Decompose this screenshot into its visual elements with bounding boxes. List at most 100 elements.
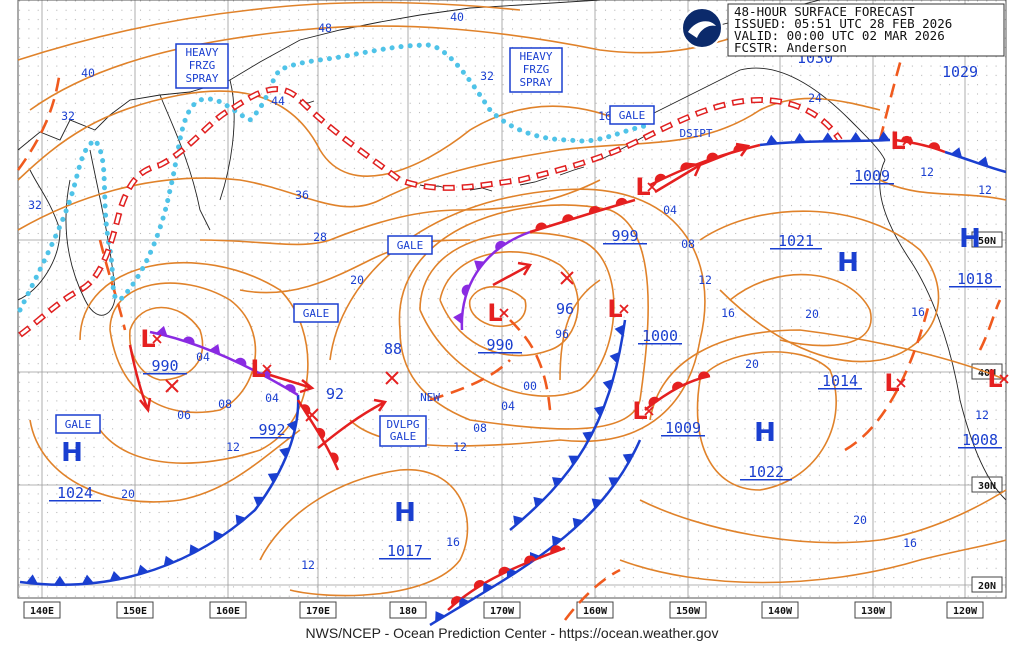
front-triangle bbox=[235, 514, 247, 526]
isobar-label: 16 bbox=[598, 109, 612, 123]
lon-label-box bbox=[299, 601, 337, 619]
high-pressure: 1017 bbox=[387, 542, 423, 560]
lon-label: 140E bbox=[30, 606, 54, 617]
front-triangle bbox=[483, 582, 494, 593]
isobar-label: 20 bbox=[745, 357, 759, 371]
troughs bbox=[16, 29, 1002, 621]
isobar-label: 12 bbox=[920, 165, 934, 179]
front-triangle bbox=[435, 611, 446, 622]
isobar-label: 12 bbox=[453, 440, 467, 454]
front-triangle bbox=[552, 477, 563, 488]
isobar-label: 40 bbox=[81, 66, 95, 80]
gale-box bbox=[293, 303, 339, 323]
noaa-logo-bird bbox=[688, 21, 716, 38]
front-semicircle bbox=[330, 452, 339, 464]
developing-gale-text: DVLPG bbox=[386, 418, 419, 431]
front-semicircle bbox=[648, 396, 660, 407]
isobar-label: 16 bbox=[721, 306, 735, 320]
isobar-label: 96 bbox=[556, 300, 574, 318]
isobar-label: 16 bbox=[903, 536, 917, 550]
low-symbol: L bbox=[632, 397, 647, 425]
front-semicircle bbox=[461, 284, 470, 297]
front-triangle bbox=[189, 544, 200, 556]
isobar-label: 96 bbox=[555, 327, 569, 341]
front-triangle bbox=[53, 575, 66, 585]
forecast-positions bbox=[165, 271, 574, 422]
pressure-underline bbox=[250, 437, 294, 439]
front-semicircle bbox=[234, 357, 247, 367]
front-semicircle bbox=[284, 384, 296, 394]
isobar-label: 92 bbox=[326, 385, 344, 403]
gale-box bbox=[55, 414, 101, 434]
low-symbol: L bbox=[987, 365, 1002, 393]
front-semicircle bbox=[535, 222, 548, 231]
low-center-x bbox=[896, 378, 906, 388]
front-semicircle bbox=[550, 545, 562, 554]
low-pressure: 1008 bbox=[962, 431, 998, 449]
high-symbol: H bbox=[61, 438, 83, 468]
isobar-label: 20 bbox=[350, 273, 364, 287]
isobar-label: 48 bbox=[318, 21, 332, 35]
front-semicircle bbox=[182, 336, 195, 345]
isobar-label: 06 bbox=[177, 408, 191, 422]
front-triangle bbox=[551, 535, 563, 547]
isobar-label: 20 bbox=[121, 487, 135, 501]
lon-label-box bbox=[209, 601, 247, 619]
high-symbol: H bbox=[837, 248, 859, 278]
front-triangle bbox=[453, 312, 463, 324]
front-triangle bbox=[950, 147, 963, 158]
front-triangle bbox=[25, 574, 38, 584]
lon-label: 120W bbox=[953, 606, 978, 617]
isobar-label: 24 bbox=[808, 91, 822, 105]
developing-gale-text: GALE bbox=[390, 430, 417, 443]
front-triangle bbox=[81, 574, 94, 585]
low-center-x bbox=[619, 304, 629, 314]
developing-gale-box bbox=[379, 415, 427, 447]
front-triangle bbox=[977, 156, 989, 167]
isobar-label: 12 bbox=[301, 558, 315, 572]
lat-label-box bbox=[971, 231, 1003, 248]
low-symbol: L bbox=[890, 127, 905, 155]
header-valid: VALID: 00:00 UTC 02 MAR 2026 bbox=[734, 28, 945, 43]
front-semicircle bbox=[451, 596, 462, 606]
low-symbol: L bbox=[487, 299, 502, 327]
pressure-underline bbox=[478, 352, 522, 354]
pressure-underline bbox=[770, 248, 822, 250]
front-semicircle bbox=[498, 566, 510, 576]
pressure-underline bbox=[638, 343, 682, 345]
isobar-label: 88 bbox=[384, 340, 402, 358]
front-triangle bbox=[253, 496, 265, 507]
warning-box bbox=[175, 43, 229, 89]
warning-text: SPRAY bbox=[185, 72, 218, 85]
low-center-x bbox=[644, 406, 654, 416]
isobar-label: 12 bbox=[226, 440, 240, 454]
freezing-spray-limit-inner bbox=[19, 87, 842, 337]
high-symbol: H bbox=[394, 498, 416, 528]
lon-label-box bbox=[23, 601, 61, 619]
lat-label: 20N bbox=[978, 581, 996, 592]
low-center-x bbox=[902, 136, 912, 146]
isobar-label: 12 bbox=[978, 183, 992, 197]
low-symbol: L bbox=[140, 325, 155, 353]
lon-label-box bbox=[389, 601, 427, 619]
warning-box bbox=[509, 47, 563, 93]
front-triangle bbox=[602, 379, 614, 391]
header-forecaster: FCSTR: Anderson bbox=[734, 40, 847, 55]
pressure-underline bbox=[949, 286, 1001, 288]
high-pressure: 1021 bbox=[778, 232, 814, 250]
ice-edge bbox=[17, 42, 653, 313]
gale-box bbox=[387, 235, 433, 255]
header-title: 48-HOUR SURFACE FORECAST bbox=[734, 4, 915, 19]
front-triangle bbox=[568, 455, 580, 466]
pressure-underline bbox=[740, 479, 792, 481]
front-triangle bbox=[793, 133, 806, 143]
isobar-label: 08 bbox=[681, 237, 695, 251]
isobar-label: 44 bbox=[271, 94, 285, 108]
annotation: NEW bbox=[420, 391, 440, 404]
motion-arrows bbox=[128, 142, 751, 449]
warning-text: FRZG bbox=[189, 59, 216, 72]
isobar-label: 40 bbox=[450, 10, 464, 24]
front-semicircle bbox=[562, 214, 574, 223]
lon-label-box bbox=[946, 601, 984, 619]
